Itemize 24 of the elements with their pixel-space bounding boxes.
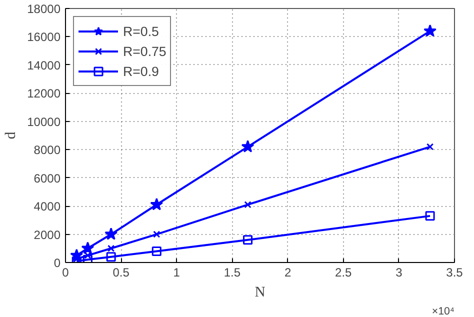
y-tick-label: 6000 — [34, 171, 61, 186]
x-tick-label: 1.5 — [224, 266, 241, 280]
y-axis-title: d — [3, 131, 20, 140]
y-tick-label: 2000 — [34, 228, 61, 242]
text: ×10⁴ — [432, 306, 455, 317]
y-tick-label: 8000 — [34, 143, 61, 158]
legend-label: R=0.5 — [123, 24, 159, 38]
y-tick-label: 12000 — [27, 86, 61, 101]
legend-label: R=0.9 — [123, 64, 159, 78]
y-tick-label: 4000 — [34, 200, 61, 214]
legend-label: R=0.75 — [123, 44, 166, 58]
x-tick-label: 0 — [62, 266, 70, 280]
x-tick-label: 3 — [396, 266, 403, 280]
x-tick-label: 1 — [173, 266, 180, 280]
y-tick-label: 0 — [54, 256, 61, 270]
x-tick-label: 3.5 — [446, 266, 464, 280]
x-tick-label: 2 — [284, 266, 292, 280]
y-tick-label: 10000 — [27, 114, 61, 129]
y-tick-label: 16000 — [27, 30, 61, 44]
y-tick-label: 14000 — [27, 58, 61, 72]
x-tick-label: 2.5 — [335, 266, 352, 280]
x-tick-label: 0.5 — [112, 266, 130, 280]
x-axis-title: N — [254, 284, 266, 300]
y-tick-label: 18000 — [27, 2, 61, 16]
